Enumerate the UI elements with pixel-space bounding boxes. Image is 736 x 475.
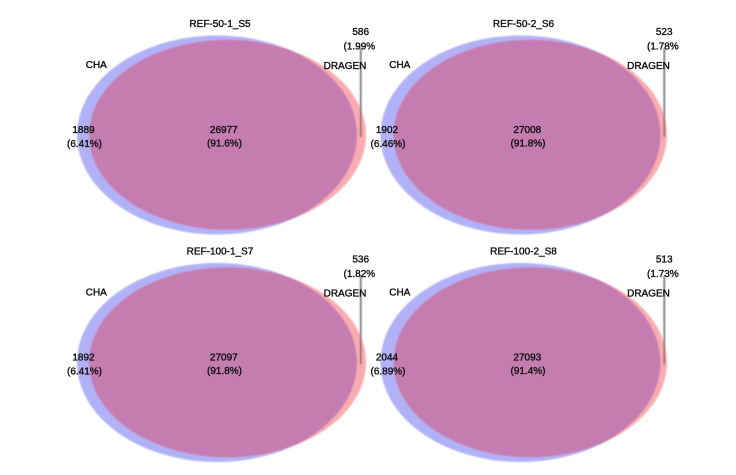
svg-text:(6.41%): (6.41%): [67, 139, 102, 150]
svg-text:523: 523: [656, 27, 673, 38]
svg-text:DRAGEN: DRAGEN: [627, 289, 670, 300]
svg-text:26977: 26977: [210, 125, 238, 136]
svg-text:(91.8%): (91.8%): [510, 139, 545, 150]
svg-text:(1.73%: (1.73%: [647, 269, 679, 280]
svg-text:REF-50-2_S6: REF-50-2_S6: [493, 19, 555, 30]
svg-text:(6.46%): (6.46%): [370, 139, 405, 150]
svg-text:27097: 27097: [210, 353, 238, 364]
svg-text:(91.6%): (91.6%): [207, 139, 242, 150]
svg-text:513: 513: [656, 255, 673, 266]
svg-text:1889: 1889: [72, 125, 95, 136]
svg-text:REF-50-1_S5: REF-50-1_S5: [189, 19, 251, 30]
svg-text:DRAGEN: DRAGEN: [324, 289, 367, 300]
svg-text:DRAGEN: DRAGEN: [324, 61, 367, 72]
svg-text:1902: 1902: [376, 125, 399, 136]
svg-text:REF-100-2_S8: REF-100-2_S8: [490, 247, 557, 258]
svg-text:(6.89%): (6.89%): [370, 367, 405, 378]
svg-text:CHA: CHA: [389, 288, 410, 299]
svg-text:536: 536: [352, 255, 369, 266]
svg-text:27008: 27008: [513, 125, 541, 136]
svg-text:586: 586: [352, 27, 369, 38]
svg-text:(91.8%): (91.8%): [207, 366, 242, 377]
svg-text:(1.99%: (1.99%: [344, 42, 376, 53]
svg-text:(1.82%: (1.82%: [344, 269, 376, 280]
svg-text:CHA: CHA: [86, 60, 107, 71]
svg-text:(91.4%): (91.4%): [510, 366, 545, 377]
svg-text:CHA: CHA: [389, 60, 410, 71]
svg-text:CHA: CHA: [86, 288, 107, 299]
svg-text:1892: 1892: [72, 353, 95, 364]
svg-text:DRAGEN: DRAGEN: [627, 61, 670, 72]
svg-text:REF-100-1_S7: REF-100-1_S7: [187, 247, 254, 258]
svg-text:(1.78%: (1.78%: [647, 42, 679, 53]
svg-text:2044: 2044: [376, 353, 399, 364]
svg-text:(6.41%): (6.41%): [67, 367, 102, 378]
svg-text:27093: 27093: [513, 353, 541, 364]
